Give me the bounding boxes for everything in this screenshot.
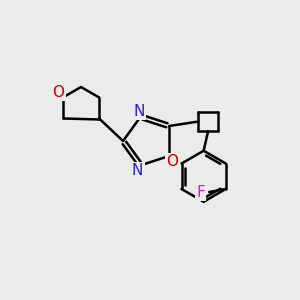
Text: N: N [132, 163, 143, 178]
Text: N: N [134, 104, 145, 119]
Text: O: O [166, 154, 178, 169]
Text: F: F [196, 184, 205, 200]
Text: O: O [52, 85, 64, 100]
